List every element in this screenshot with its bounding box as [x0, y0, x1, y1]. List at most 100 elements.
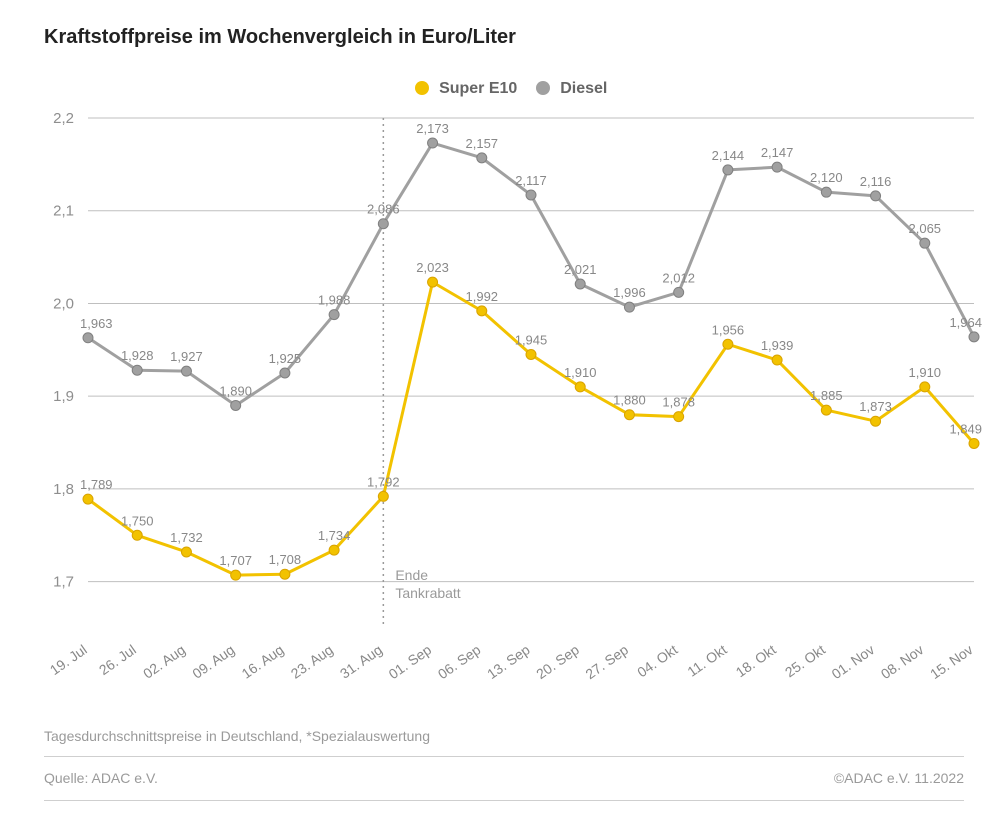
series-marker: [477, 153, 487, 163]
legend-swatch-diesel: [536, 81, 550, 95]
data-label: 1,734: [318, 528, 351, 543]
series-marker: [969, 438, 979, 448]
data-label: 1,988: [318, 293, 351, 308]
series-marker: [280, 569, 290, 579]
y-tick-label: 1,7: [53, 574, 74, 591]
data-label: 1,964: [949, 315, 982, 330]
separator-1: [44, 756, 964, 757]
series-marker: [83, 333, 93, 343]
series-marker: [83, 494, 93, 504]
x-tick-label: 31. Aug: [337, 641, 385, 681]
fuel-price-chart: 1,71,81,92,02,12,219. Jul26. Jul02. Aug0…: [0, 0, 1008, 826]
series-marker: [871, 191, 881, 201]
series-marker: [428, 277, 438, 287]
data-label: 1,708: [269, 552, 302, 567]
data-label: 2,023: [416, 260, 449, 275]
data-label: 1,927: [170, 349, 203, 364]
data-label: 1,910: [564, 365, 597, 380]
x-tick-label: 01. Sep: [386, 641, 435, 682]
series-marker: [772, 355, 782, 365]
data-label: 1,890: [219, 383, 252, 398]
series-marker: [624, 410, 634, 420]
data-label: 2,116: [860, 174, 892, 189]
series-marker: [575, 279, 585, 289]
annotation-text-1: Ende: [395, 567, 428, 583]
x-tick-label: 06. Sep: [435, 641, 484, 682]
series-marker: [723, 339, 733, 349]
data-label: 2,117: [515, 173, 547, 188]
y-tick-label: 1,9: [53, 388, 74, 405]
data-label: 1,992: [466, 289, 499, 304]
series-marker: [132, 365, 142, 375]
data-label: 2,144: [712, 148, 745, 163]
data-label: 2,157: [466, 136, 499, 151]
data-label: 1,732: [170, 530, 203, 545]
chart-title: Kraftstoffpreise im Wochenvergleich in E…: [44, 26, 516, 49]
x-tick-label: 27. Sep: [582, 641, 631, 682]
series-marker: [181, 366, 191, 376]
legend-label-diesel: Diesel: [560, 80, 607, 97]
series-marker: [378, 219, 388, 229]
legend-swatch-super-e10: [415, 81, 429, 95]
x-tick-label: 04. Okt: [634, 641, 680, 680]
series-marker: [772, 162, 782, 172]
y-tick-label: 2,1: [53, 203, 74, 220]
x-tick-label: 09. Aug: [189, 641, 237, 681]
series-marker: [231, 570, 241, 580]
series-line-super-e10: [88, 282, 974, 575]
x-tick-label: 08. Nov: [878, 641, 927, 682]
x-tick-label: 19. Jul: [47, 641, 90, 678]
data-label: 1,945: [515, 332, 548, 347]
data-label: 1,925: [269, 351, 302, 366]
y-tick-label: 1,8: [53, 481, 74, 498]
series-marker: [329, 545, 339, 555]
x-tick-label: 16. Aug: [239, 641, 287, 681]
data-label: 1,707: [219, 553, 252, 568]
series-marker: [181, 547, 191, 557]
legend-label-super-e10: Super E10: [439, 80, 517, 97]
data-label: 1,939: [761, 338, 794, 353]
x-tick-label: 18. Okt: [733, 641, 779, 680]
annotation-text-2: Tankrabatt: [395, 585, 460, 601]
data-label: 1,750: [121, 513, 154, 528]
data-label: 2,086: [367, 202, 400, 217]
y-tick-label: 2,0: [53, 295, 74, 312]
data-label: 1,928: [121, 348, 154, 363]
data-label: 2,147: [761, 145, 794, 160]
data-label: 2,173: [416, 121, 449, 136]
series-marker: [378, 491, 388, 501]
data-label: 1,885: [810, 388, 843, 403]
data-label: 1,996: [613, 285, 646, 300]
data-label: 2,065: [909, 221, 942, 236]
series-marker: [428, 138, 438, 148]
series-marker: [723, 165, 733, 175]
x-tick-label: 13. Sep: [484, 641, 533, 682]
series-marker: [526, 190, 536, 200]
x-tick-label: 25. Okt: [782, 641, 828, 680]
data-label: 1,963: [80, 316, 113, 331]
series-marker: [920, 238, 930, 248]
x-tick-label: 11. Okt: [684, 641, 729, 679]
series-marker: [821, 187, 831, 197]
x-tick-label: 20. Sep: [533, 641, 582, 682]
x-tick-label: 23. Aug: [288, 641, 336, 681]
data-label: 1,910: [909, 365, 942, 380]
series-marker: [477, 306, 487, 316]
legend: Super E10 Diesel: [0, 80, 1008, 98]
source-left: Quelle: ADAC e.V.: [44, 770, 158, 786]
series-marker: [231, 400, 241, 410]
series-marker: [674, 412, 684, 422]
series-marker: [871, 416, 881, 426]
y-tick-label: 2,2: [53, 110, 74, 127]
data-label: 2,012: [662, 270, 695, 285]
data-label: 1,789: [80, 477, 113, 492]
data-label: 1,880: [613, 393, 646, 408]
data-label: 1,873: [859, 399, 892, 414]
data-label: 1,849: [949, 421, 982, 436]
x-tick-label: 15. Nov: [927, 641, 976, 682]
series-marker: [132, 530, 142, 540]
series-marker: [575, 382, 585, 392]
series-marker: [920, 382, 930, 392]
source-right: ©ADAC e.V. 11.2022: [834, 770, 964, 786]
data-label: 1,792: [367, 474, 400, 489]
